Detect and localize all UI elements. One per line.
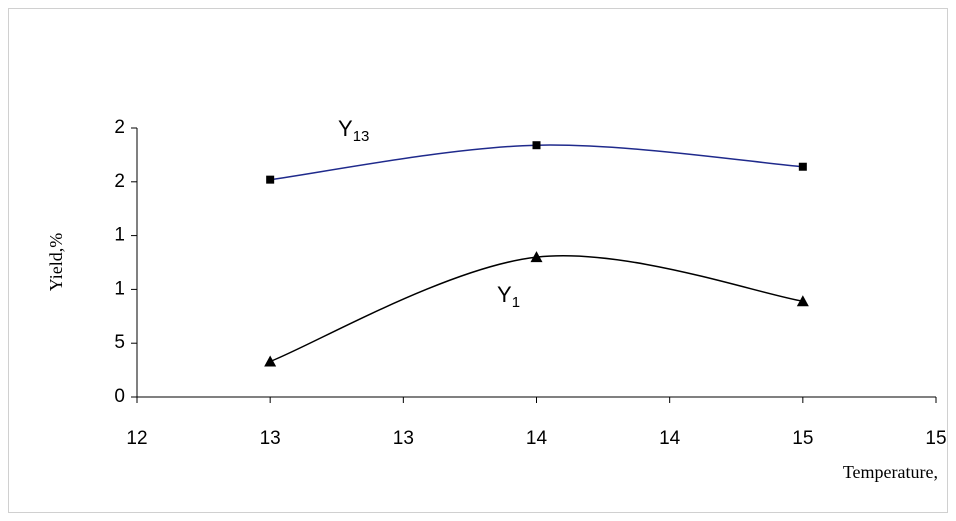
y-axis-label: Yield,% xyxy=(46,233,66,292)
point-marker xyxy=(796,295,809,307)
series-label: Y1 xyxy=(497,282,520,311)
y-tick-label: 5 xyxy=(114,332,125,353)
y-tick-label: 0 xyxy=(114,386,125,407)
x-tick-label: 15 xyxy=(925,428,946,449)
x-tick-label: 14 xyxy=(659,428,681,449)
series-label: Y13 xyxy=(338,116,369,145)
y-tick-label: 2 xyxy=(114,117,125,138)
y-tick-label: 1 xyxy=(114,225,125,246)
y-tick-label: 1 xyxy=(114,278,125,299)
series-label-main: Y xyxy=(338,116,353,141)
series-label-main: Y xyxy=(497,282,512,307)
point-marker xyxy=(266,175,275,184)
y-tick-label: 2 xyxy=(114,171,125,192)
x-tick-label: 12 xyxy=(126,428,147,449)
point-marker xyxy=(798,162,807,171)
x-tick-label: 14 xyxy=(526,428,548,449)
x-tick-label: 13 xyxy=(393,428,414,449)
point-marker xyxy=(530,251,543,263)
x-axis-label: Temperature, xyxy=(843,462,938,482)
x-tick-label: 15 xyxy=(792,428,813,449)
chart-frame xyxy=(8,8,948,513)
point-marker xyxy=(264,355,277,367)
series-label-sub: 13 xyxy=(353,128,370,145)
point-marker xyxy=(532,141,541,150)
x-tick-label: 13 xyxy=(260,428,281,449)
series-label-sub: 1 xyxy=(512,294,520,311)
